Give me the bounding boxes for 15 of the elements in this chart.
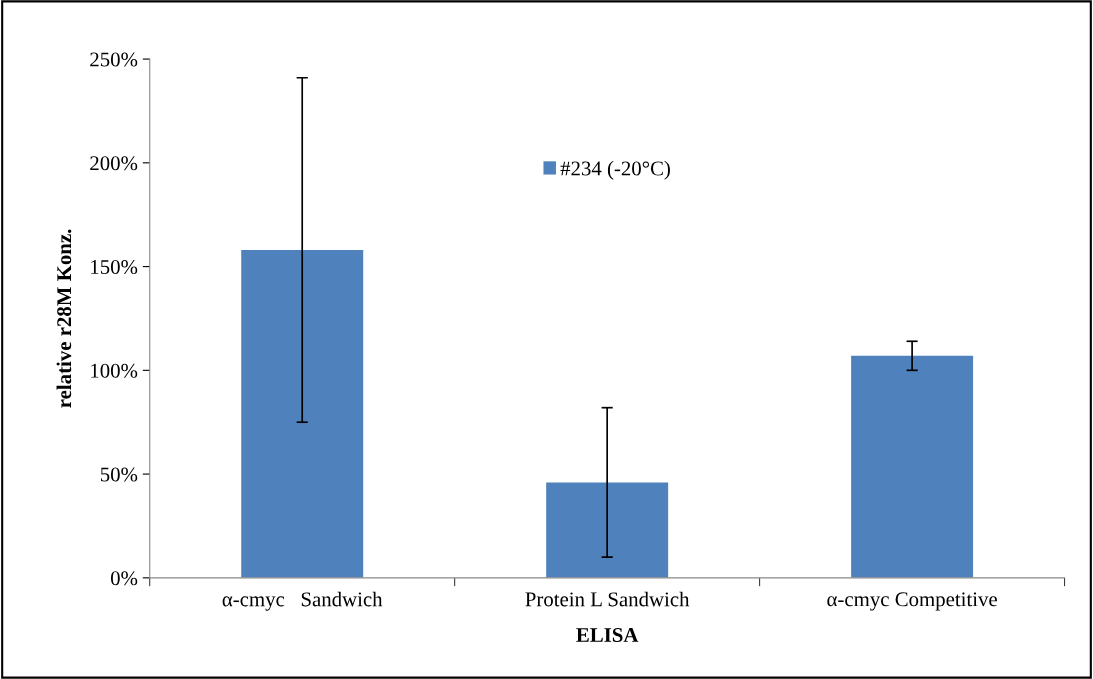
bar	[851, 355, 974, 578]
y-tick-label: 200%	[90, 156, 138, 171]
x-tick-label: α-cmyc Sandwich	[222, 591, 383, 611]
y-tick-label: 0%	[110, 571, 138, 586]
x-tick-label: α-cmyc Competitive	[827, 592, 997, 611]
x-tick-label: Protein L Sandwich	[525, 591, 690, 607]
x-axis-title: ELISA	[576, 628, 639, 642]
y-tick-label: 50%	[100, 467, 138, 482]
y-tick-label: 250%	[90, 52, 138, 67]
y-tick-label: 100%	[91, 363, 138, 378]
y-tick-label: 150%	[91, 259, 138, 275]
bar	[241, 249, 364, 578]
y-axis-title: relative r28M Konz.	[56, 229, 72, 408]
bar	[546, 482, 669, 578]
legend-label: #234 (-20°C)	[560, 160, 670, 180]
